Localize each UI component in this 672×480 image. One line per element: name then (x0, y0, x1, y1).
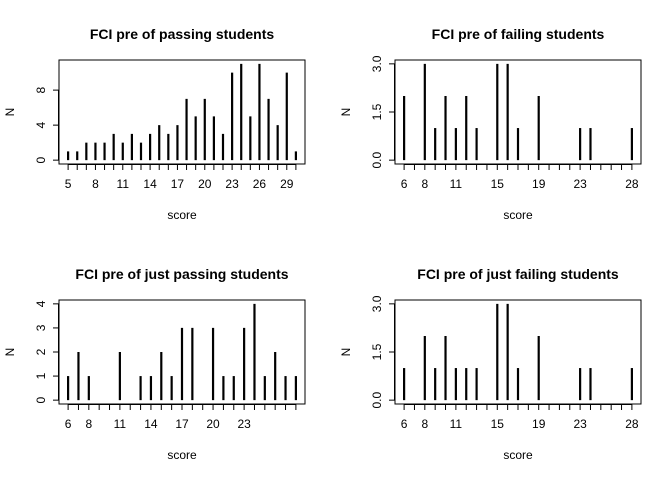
y-tick-label: 0.0 (370, 391, 384, 408)
x-tick-label: 11 (117, 177, 130, 191)
y-tick-label: 2 (34, 348, 48, 355)
x-tick-label: 11 (114, 417, 127, 431)
x-tick-label: 15 (491, 417, 505, 431)
x-axis-label: score (167, 448, 197, 462)
x-tick-label: 17 (175, 417, 189, 431)
x-tick-label: 8 (421, 177, 428, 191)
x-tick-label: 14 (144, 417, 158, 431)
y-tick-label: 3.0 (370, 295, 384, 312)
x-tick-label: 6 (401, 417, 408, 431)
chart-panel-3: FCI pre of just passing students score N 6 8… (3, 266, 306, 462)
x-tick-label: 23 (573, 417, 587, 431)
x-tick-label: 6 (65, 417, 72, 431)
y-axis-label: N (339, 108, 353, 117)
x-tick-label: 19 (532, 417, 546, 431)
y-tick-label: 4 (34, 121, 48, 128)
x-tick-label: 23 (237, 417, 251, 431)
chart-panel-1: FCI pre of passing students score N 5 8 11 14 1… (3, 26, 306, 222)
x-axis-label: score (503, 448, 533, 462)
x-tick-label: 23 (225, 177, 239, 191)
y-tick-label: 0.0 (370, 151, 384, 168)
x-tick-label: 19 (532, 177, 546, 191)
x-tick-label: 14 (143, 177, 157, 191)
x-axis-label: score (167, 208, 197, 222)
chart-panel-4: FCI pre of just failing students score N 6 8… (339, 266, 642, 462)
x-tick-label: 8 (92, 177, 99, 191)
y-tick-label: 0 (34, 156, 48, 163)
x-tick-label: 5 (65, 177, 72, 191)
x-tick-label: 20 (206, 417, 220, 431)
x-tick-label: 15 (491, 177, 505, 191)
x-tick-label: 8 (421, 417, 428, 431)
chart-title: FCI pre of passing students (90, 26, 275, 42)
x-tick-label: 11 (450, 177, 463, 191)
x-tick-label: 29 (280, 177, 294, 191)
x-tick-label: 6 (401, 177, 408, 191)
x-tick-label: 23 (573, 177, 587, 191)
y-axis-label: N (339, 348, 353, 357)
y-axis-label: N (3, 348, 17, 357)
y-tick-label: 3 (34, 324, 48, 331)
y-axis-label: N (3, 108, 17, 117)
y-tick-label: 1 (34, 372, 48, 379)
x-tick-label: 26 (253, 177, 267, 191)
chart-title: FCI pre of just passing students (75, 266, 288, 282)
x-tick-label: 20 (198, 177, 212, 191)
x-tick-label: 8 (85, 417, 92, 431)
x-tick-label: 28 (625, 177, 639, 191)
y-tick-label: 1.5 (370, 103, 384, 120)
x-axis-label: score (503, 208, 533, 222)
chart-title: FCI pre of just failing students (417, 266, 619, 282)
x-tick-label: 28 (625, 417, 639, 431)
x-tick-label: 17 (171, 177, 185, 191)
y-tick-label: 0 (34, 396, 48, 403)
chart-title: FCI pre of failing students (432, 26, 605, 42)
chart-panel-2: FCI pre of failing students score N 6 8 11 15 1… (339, 26, 642, 222)
y-tick-label: 3.0 (370, 55, 384, 72)
y-tick-label: 1.5 (370, 343, 384, 360)
y-tick-label: 4 (34, 300, 48, 307)
y-tick-label: 8 (34, 86, 48, 93)
x-tick-label: 11 (450, 417, 463, 431)
